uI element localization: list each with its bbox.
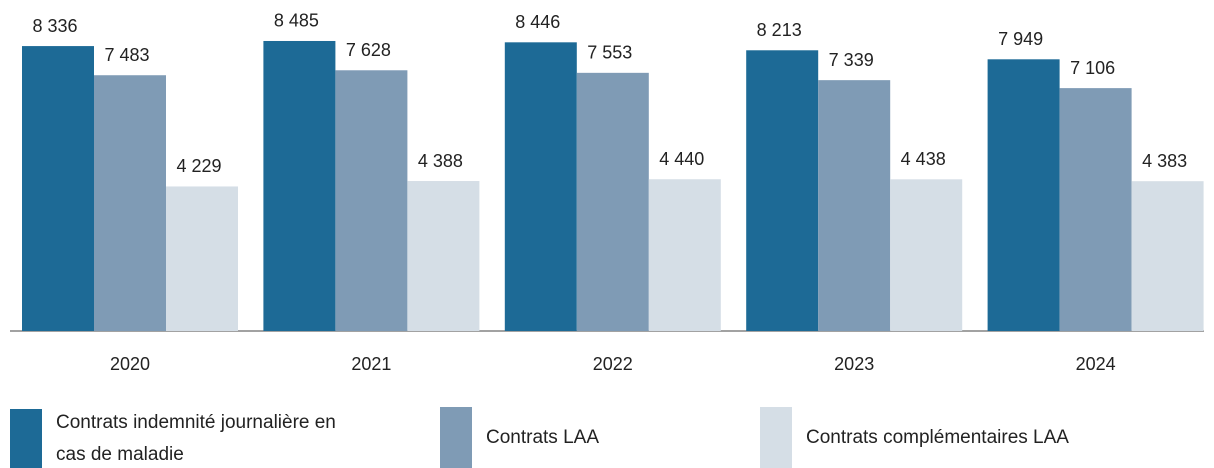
value-label: 7 553 — [587, 43, 632, 63]
legend-label: Contrats LAA — [486, 426, 599, 448]
bar — [818, 80, 891, 331]
value-label: 8 446 — [515, 12, 560, 32]
value-label: 4 440 — [659, 149, 704, 169]
x-tick-label: 2022 — [593, 354, 633, 374]
legend-item: Contrats indemnité journalière en cas de… — [10, 407, 346, 468]
bar — [263, 40, 336, 332]
bar — [576, 72, 649, 331]
value-label: 7 949 — [998, 29, 1043, 49]
value-label: 4 438 — [901, 149, 946, 169]
bar — [648, 179, 721, 331]
bar — [94, 75, 166, 332]
bar — [746, 50, 819, 331]
value-label: 8 336 — [32, 16, 77, 36]
legend-item: Contrats LAA — [440, 407, 599, 468]
plot: 8 336 7 483 4 229 2020 8 485 7 628 4 388 2021 8 … — [10, 11, 1204, 374]
x-tick-label: 2024 — [1076, 354, 1116, 374]
bar — [1131, 181, 1204, 331]
value-label: 4 229 — [176, 156, 221, 176]
legend-swatch — [440, 407, 472, 468]
bar — [407, 181, 480, 331]
legend-label: Contrats indemnité journalière en cas de… — [56, 412, 336, 465]
value-label: 7 483 — [104, 45, 149, 65]
value-label: 7 106 — [1070, 58, 1115, 78]
value-label: 7 339 — [829, 50, 874, 70]
x-tick-label: 2020 — [110, 354, 150, 374]
value-label: 8 485 — [274, 11, 319, 31]
legend-swatch — [760, 407, 792, 468]
value-label: 8 213 — [757, 20, 802, 40]
bar — [335, 70, 408, 331]
legend-item: Contrats complémentaires LAA — [760, 407, 1069, 468]
bar — [166, 186, 238, 331]
value-label: 4 388 — [418, 151, 463, 171]
bar — [987, 59, 1060, 331]
value-label: 4 383 — [1142, 151, 1187, 171]
bar — [1059, 88, 1132, 332]
bar — [504, 42, 577, 331]
bar — [890, 179, 963, 331]
x-tick-label: 2021 — [351, 354, 391, 374]
bar — [22, 46, 94, 331]
value-label: 7 628 — [346, 40, 391, 60]
legend-swatch — [10, 408, 42, 468]
x-tick-label: 2023 — [834, 354, 874, 374]
legend-label: Contrats complémentaires LAA — [806, 426, 1069, 448]
